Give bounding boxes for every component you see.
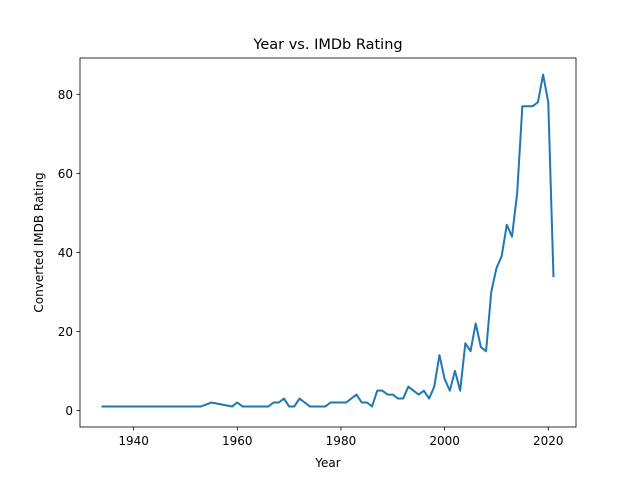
y-tick-label: 0 (65, 404, 73, 418)
x-tick-label: 1980 (326, 434, 357, 448)
y-axis-ticks: 0 20 40 60 80 (58, 88, 80, 418)
y-tick-label: 20 (58, 325, 73, 339)
x-axis-ticks: 1940 1960 1980 2000 2020 (118, 427, 564, 448)
x-axis-label: Year (314, 456, 340, 470)
y-tick-label: 60 (58, 167, 73, 181)
x-tick-label: 2000 (429, 434, 460, 448)
y-axis-label: Converted IMDB Rating (32, 172, 46, 312)
chart-title: Year vs. IMDb Rating (252, 37, 402, 53)
x-tick-label: 1960 (222, 434, 253, 448)
plot-area-frame (79, 57, 577, 428)
y-tick-label: 40 (58, 246, 73, 260)
x-tick-label: 2020 (533, 434, 564, 448)
x-tick-label: 1940 (118, 434, 149, 448)
series-layer (101, 73, 555, 408)
y-tick-label: 80 (58, 88, 73, 102)
series-line (101, 73, 555, 408)
